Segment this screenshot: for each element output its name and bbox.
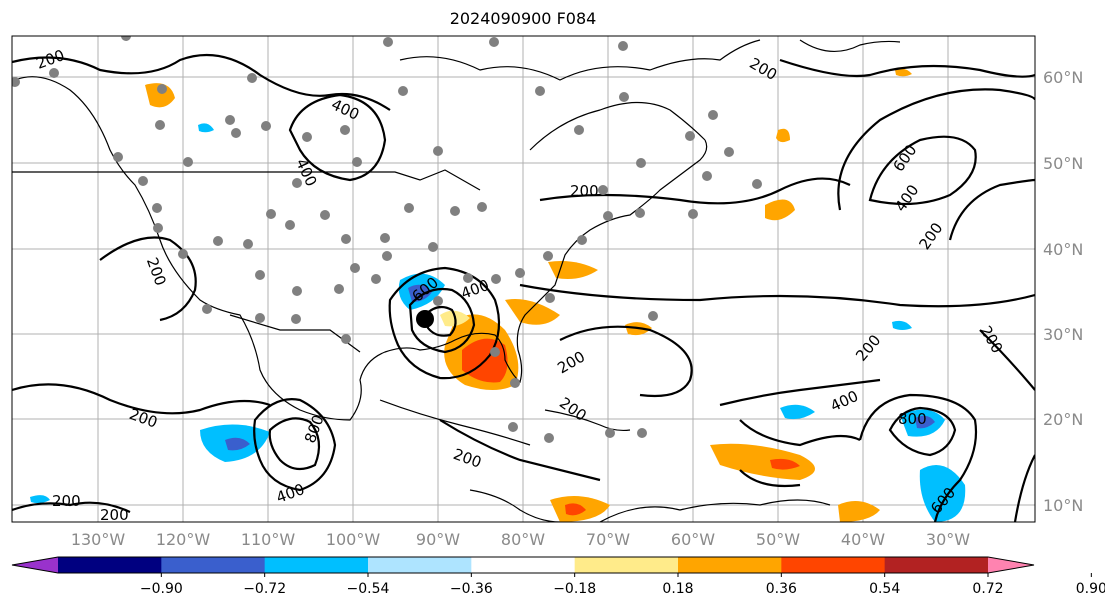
coastlines xyxy=(12,39,901,522)
lat-label: 10°N xyxy=(1043,496,1083,515)
lat-label: 20°N xyxy=(1043,410,1083,429)
colorbar-cell xyxy=(161,557,266,573)
colorbar-cell xyxy=(58,557,162,573)
contour-label: 200 xyxy=(100,506,129,524)
contour-label: 200 xyxy=(52,492,81,510)
lat-label: 30°N xyxy=(1043,325,1083,344)
lon-label: 30°W xyxy=(926,530,970,549)
colorbar-tick-label: −0.72 xyxy=(243,581,286,597)
lon-label: 40°W xyxy=(841,530,885,549)
colorbar-tick-label: −0.90 xyxy=(140,581,183,597)
colorbar-tick-label: 0.90 xyxy=(1076,581,1105,597)
contour-lines xyxy=(12,53,1035,522)
station-dots xyxy=(12,36,762,443)
colorbar-tick-label: 0.36 xyxy=(766,581,797,597)
lat-label: 50°N xyxy=(1043,154,1083,173)
lon-label: 70°W xyxy=(586,530,630,549)
lon-label: 80°W xyxy=(501,530,545,549)
lon-label: 130°W xyxy=(71,530,126,549)
colorbar-cell xyxy=(574,557,679,573)
latitude-labels: 60°N 50°N 40°N 30°N 20°N 10°N xyxy=(1043,68,1083,515)
contour-label: 800 xyxy=(898,410,927,428)
longitude-labels: 130°W 120°W 110°W 100°W 90°W 80°W 70°W 6… xyxy=(71,530,970,549)
colorbar: −0.90 −0.72 −0.54 −0.36 −0.18 0.18 0.36 0.54 0.7… xyxy=(11,556,1105,597)
shaded-field xyxy=(30,68,966,522)
lat-label: 60°N xyxy=(1043,68,1083,87)
colorbar-tick-label: −0.54 xyxy=(347,581,390,597)
colorbar-outline xyxy=(11,556,1035,574)
lon-label: 50°W xyxy=(756,530,800,549)
colorbar-cell xyxy=(471,557,576,573)
map-frame xyxy=(11,35,1036,523)
colorbar-cell xyxy=(884,557,989,573)
colorbar-tick-label: 0.18 xyxy=(662,581,693,597)
low-center-marker xyxy=(416,310,434,328)
colorbar-tick-label: 0.72 xyxy=(972,581,1003,597)
colorbar-cell xyxy=(678,557,782,573)
contour-label: 200 xyxy=(570,182,599,200)
lon-label: 110°W xyxy=(241,530,296,549)
colorbar-tick-label: −0.18 xyxy=(553,581,596,597)
colorbar-tick-label: 0.54 xyxy=(869,581,900,597)
map-title: 2024090900 F084 xyxy=(449,9,597,28)
lat-label: 40°N xyxy=(1043,240,1083,259)
contour-label-group: 200 200 400 400 200 200 200 200 600 400 … xyxy=(34,46,1007,524)
colorbar-cell xyxy=(264,557,369,573)
lon-label: 100°W xyxy=(326,530,381,549)
colorbar-min-extend xyxy=(12,557,58,573)
colorbar-max-extend xyxy=(988,557,1034,573)
colorbar-cell xyxy=(368,557,472,573)
lon-label: 60°W xyxy=(671,530,715,549)
colorbar-tick-label: −0.36 xyxy=(450,581,493,597)
colorbar-cell xyxy=(781,557,886,573)
lon-label: 90°W xyxy=(416,530,460,549)
lon-label: 120°W xyxy=(156,530,211,549)
